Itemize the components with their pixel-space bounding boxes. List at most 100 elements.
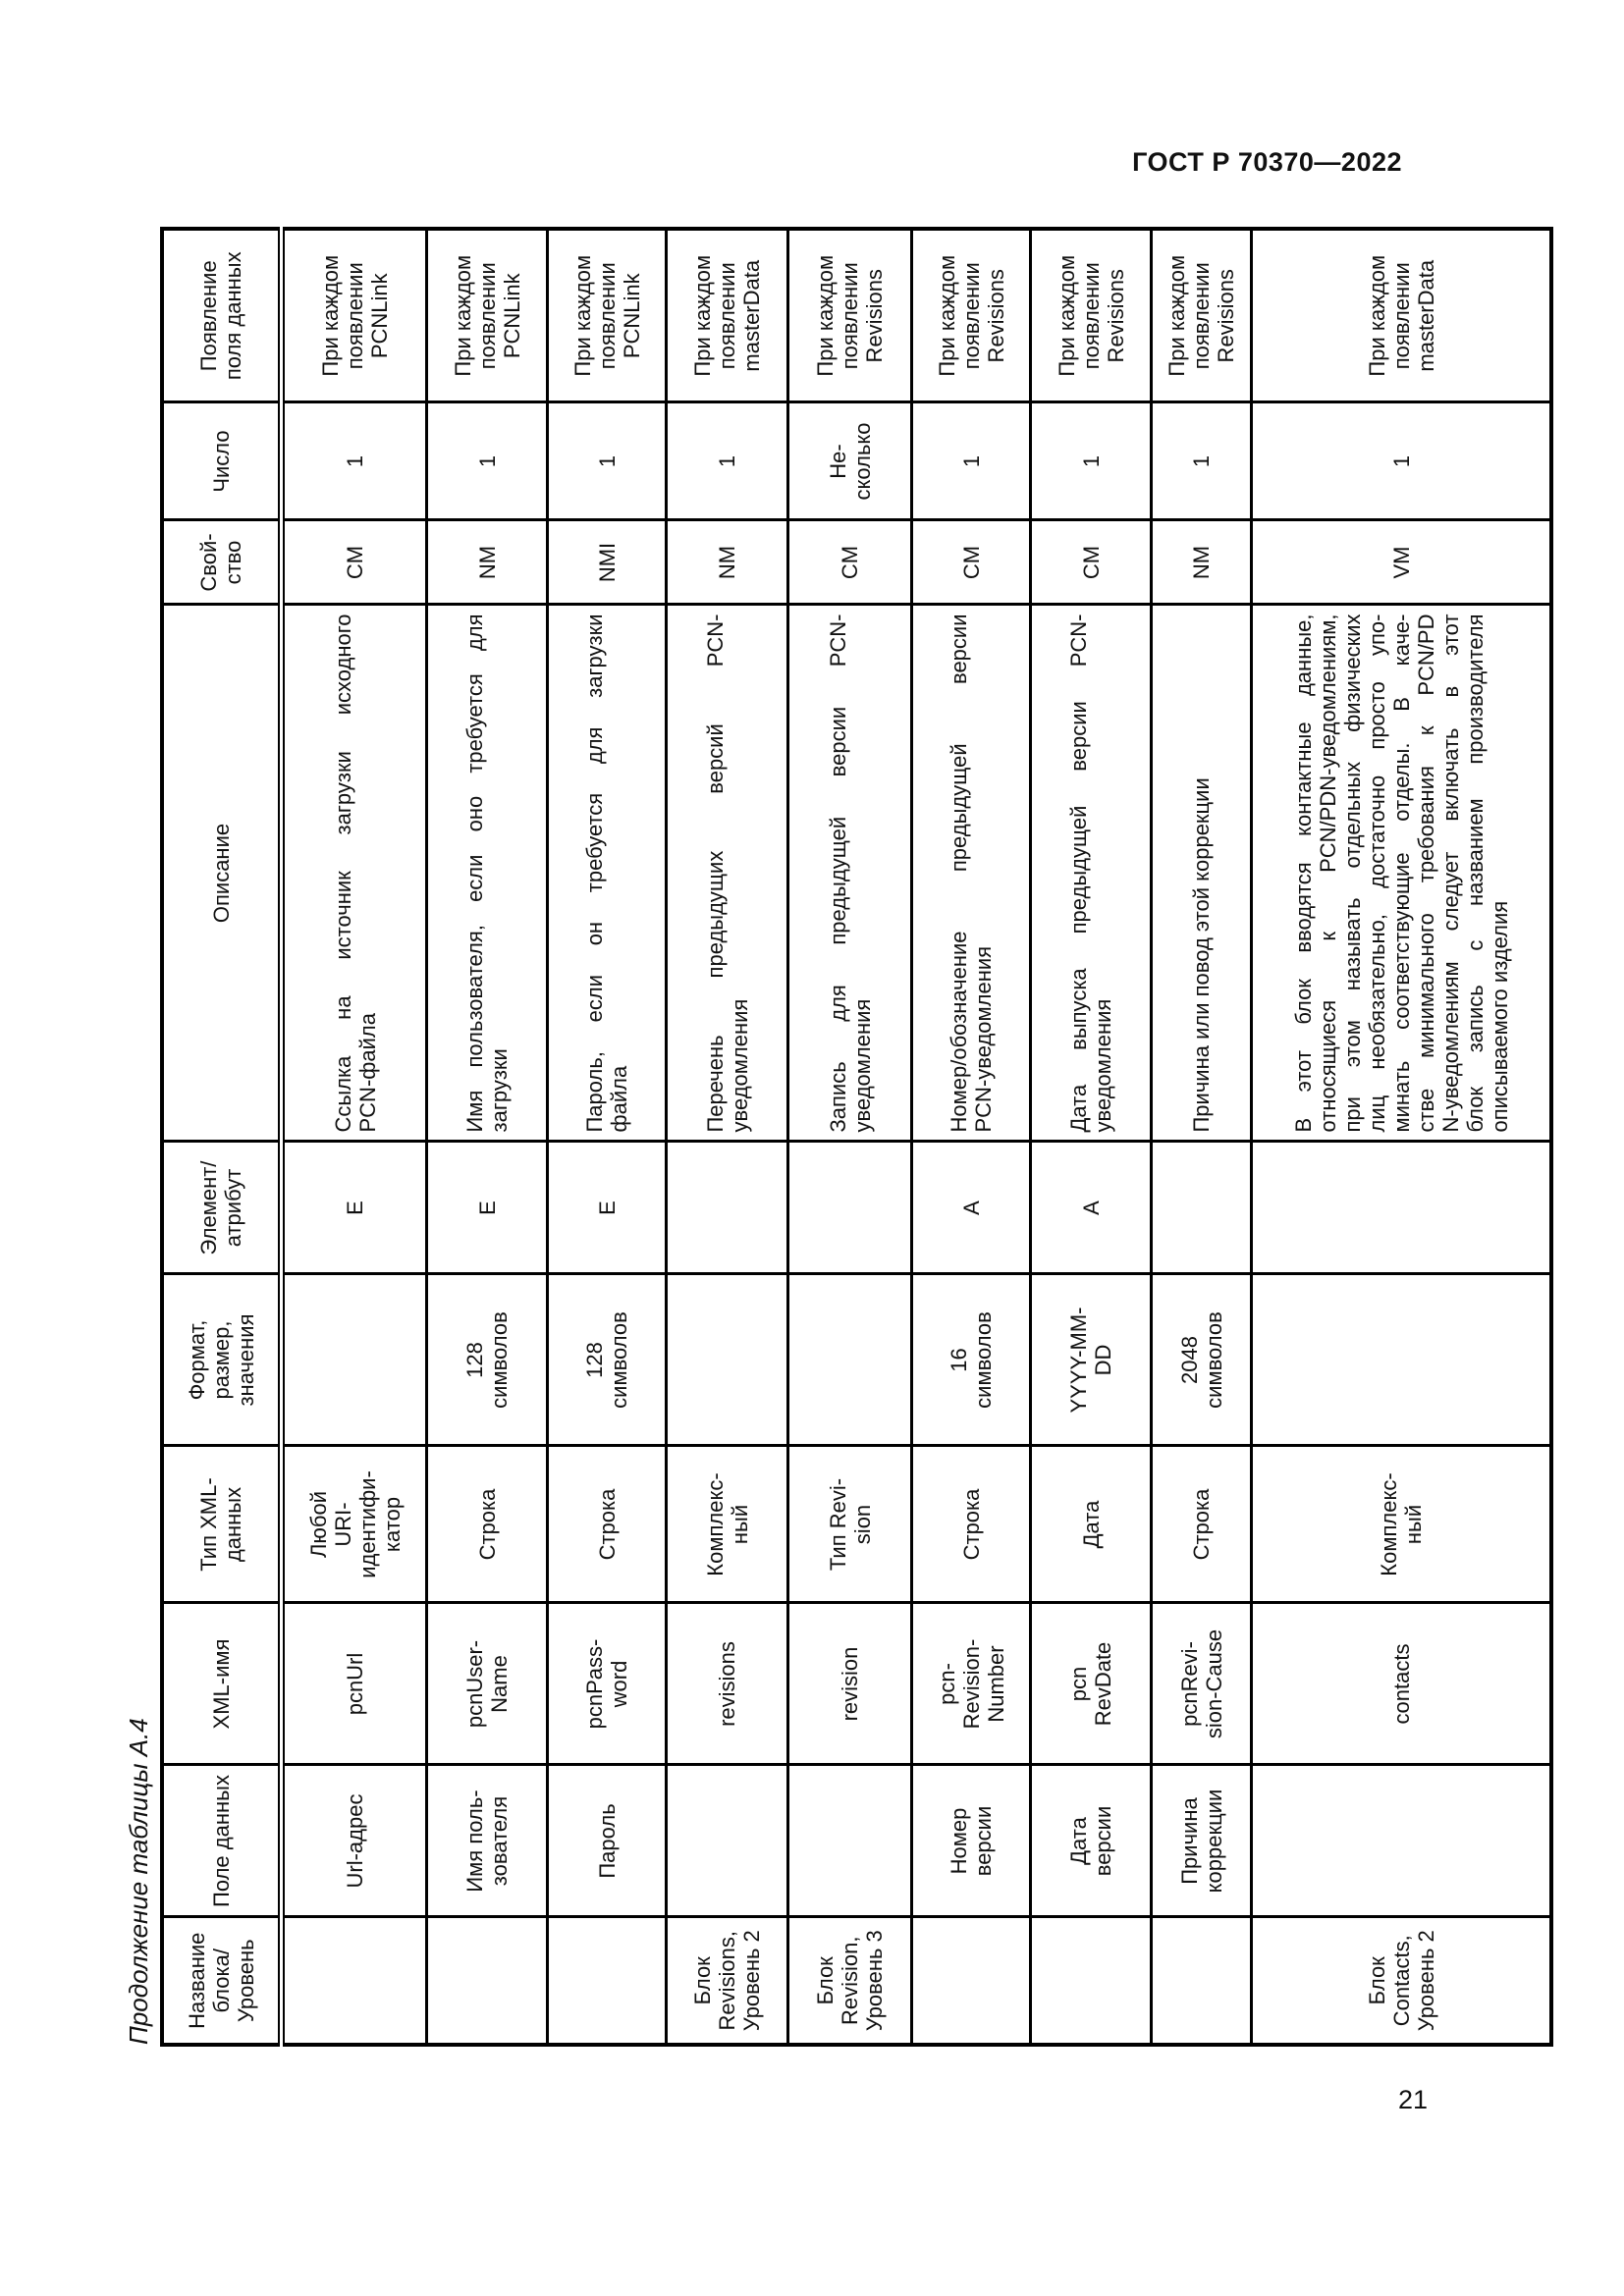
cell-occurrence: При каждом появлении Revisions	[1151, 229, 1252, 402]
description-line: N-уведомлениям следует включать в этот	[1437, 614, 1463, 1133]
cell-description: Перечень предыдущих версий PCN-уведомлен…	[666, 605, 788, 1142]
cell-format	[281, 1274, 427, 1446]
cell-elem	[1151, 1142, 1252, 1274]
cell-format: 16 символов	[911, 1274, 1031, 1446]
description-line: минать соответствующие отделы. В каче-	[1388, 614, 1414, 1133]
cell-elem: E	[426, 1142, 548, 1274]
cell-field: Номер версии	[911, 1765, 1031, 1917]
column-header-count: Число	[162, 402, 282, 520]
table-header-row: Название блока/ Уровень Поле данных XML-им…	[162, 229, 282, 2045]
cell-xml_type: Комплекс- ный	[1251, 1446, 1551, 1603]
table-row: Блок Revisions, Уровень 2 revisions Компле…	[666, 229, 788, 2045]
cell-elem	[1251, 1142, 1551, 1274]
cell-occurrence: При каждом появлении Revisions	[911, 229, 1031, 402]
cell-property: CM	[1030, 520, 1152, 605]
table-row: Блок Revision, Уровень 3 revision Тип Revi…	[787, 229, 912, 2045]
cell-count: 1	[426, 402, 548, 520]
cell-occurrence: При каждом появлении PCNLink	[426, 229, 548, 402]
cell-xml_type: Комплекс- ный	[666, 1446, 788, 1603]
cell-count: 1	[1251, 402, 1551, 520]
cell-property: CM	[787, 520, 912, 605]
cell-format	[787, 1274, 912, 1446]
cell-description: Причина или повод этой коррекции	[1151, 605, 1252, 1142]
cell-property: CM	[281, 520, 427, 605]
cell-xml_name: pcnRevi- sion-Cause	[1151, 1603, 1252, 1765]
table-row: Имя поль- зователя pcnUser- Name Строка 128…	[426, 229, 548, 2045]
cell-property: CM	[911, 520, 1031, 605]
cell-elem	[787, 1142, 912, 1274]
cell-xml_name: pcnUrl	[281, 1603, 427, 1765]
column-header-field: Поле данных	[162, 1765, 282, 1917]
description-line: PCN-файла	[354, 1013, 380, 1133]
cell-count: 1	[1151, 402, 1252, 520]
cell-description: Дата выпуска предыдущей версии PCN-уведо…	[1030, 605, 1152, 1142]
cell-format: 128 символов	[426, 1274, 548, 1446]
cell-xml_name: contacts	[1251, 1603, 1551, 1765]
cell-field: Url-адрес	[281, 1765, 427, 1917]
table-header: Название блока/ Уровень Поле данных XML-им…	[162, 229, 282, 2045]
description-line: блок запись с названием производителя	[1462, 614, 1488, 1133]
cell-property: VM	[1251, 520, 1551, 605]
column-header-xml_name: XML-имя	[162, 1603, 282, 1765]
column-header-block: Название блока/ Уровень	[162, 1917, 282, 2045]
cell-description: Ссылка на источник загрузки исходного PCN…	[281, 605, 427, 1142]
column-header-xml_type: Тип XML- данных	[162, 1446, 282, 1603]
cell-elem: E	[547, 1142, 667, 1274]
cell-xml_type: Строка	[547, 1446, 667, 1603]
description-line: Номер/обозначение предыдущей версии	[947, 614, 971, 1133]
cell-property: NM	[1151, 520, 1252, 605]
table-row: Номер версии pcn- Revision- Number Строка 1…	[911, 229, 1031, 2045]
column-header-property: Свой- ство	[162, 520, 282, 605]
description-line: описываемого изделия	[1487, 900, 1512, 1133]
cell-block: Блок Revision, Уровень 3	[787, 1917, 912, 2045]
cell-count: 1	[911, 402, 1031, 520]
cell-xml_type: Строка	[911, 1446, 1031, 1603]
cell-elem	[666, 1142, 788, 1274]
description-line: уведомления	[1091, 998, 1115, 1133]
cell-format: YYYY-MM- DD	[1030, 1274, 1152, 1446]
description-line: Перечень предыдущих версий PCN-	[702, 614, 728, 1133]
cell-description: Имя пользователя, если оно требуется для…	[426, 605, 548, 1142]
cell-block	[426, 1917, 548, 2045]
cell-format: 2048 символов	[1151, 1274, 1252, 1446]
table-row: Причина коррекции pcnRevi- sion-Cause Стро…	[1151, 229, 1252, 2045]
column-header-format: Формат, размер, значения	[162, 1274, 282, 1446]
landscape-content: Продолжение таблицы А.4 Название блока/ …	[105, 227, 1553, 2047]
cell-count: 1	[547, 402, 667, 520]
cell-block: Блок Revisions, Уровень 2	[666, 1917, 788, 2045]
description-line: уведомления	[727, 998, 752, 1133]
cell-occurrence: При каждом появлении Revisions	[1030, 229, 1152, 402]
cell-description: Запись для предыдущей версии PCN-уведомл…	[787, 605, 912, 1142]
description-line: лиц необязательно, достаточно просто упо…	[1364, 614, 1389, 1133]
cell-count: 1	[281, 402, 427, 520]
table-row: Url-адрес pcnUrl Любой URI- идентифи- като…	[281, 229, 427, 2045]
description-line: Пароль, если он требуется для загрузки	[582, 614, 607, 1133]
cell-block	[1151, 1917, 1252, 2045]
description-line: при этом называть отдельных физических	[1339, 614, 1365, 1133]
table-caption: Продолжение таблицы А.4	[124, 1718, 153, 2045]
table-row: Блок Contacts, Уровень 2 contacts Комплекс…	[1251, 229, 1551, 2045]
cell-property: NM	[426, 520, 548, 605]
cell-block	[1030, 1917, 1152, 2045]
cell-xml_type: Строка	[426, 1446, 548, 1603]
description-line: Запись для предыдущей версии PCN-	[825, 614, 850, 1133]
cell-block	[281, 1917, 427, 2045]
cell-elem: A	[1030, 1142, 1152, 1274]
cell-elem: A	[911, 1142, 1031, 1274]
cell-format: 128 символов	[547, 1274, 667, 1446]
cell-xml_name: pcn- Revision- Number	[911, 1603, 1031, 1765]
rotated-table-area: Продолжение таблицы А.4 Название блока/ …	[105, 227, 1553, 2047]
cell-occurrence: При каждом появлении masterData	[1251, 229, 1551, 402]
cell-description: В этот блок вводятся контактные данные, о…	[1251, 605, 1551, 1142]
cell-xml_type: Строка	[1151, 1446, 1252, 1603]
description-line: Причина или повод этой коррекции	[1189, 777, 1214, 1133]
cell-xml_type: Дата	[1030, 1446, 1152, 1603]
cell-format	[666, 1274, 788, 1446]
description-line: загрузки	[487, 1048, 512, 1133]
cell-field: Дата версии	[1030, 1765, 1152, 1917]
cell-elem: E	[281, 1142, 427, 1274]
description-line: Ссылка на источник загрузки исходного	[330, 614, 355, 1133]
cell-xml_name: pcn RevDate	[1030, 1603, 1152, 1765]
cell-field: Имя поль- зователя	[426, 1765, 548, 1917]
main-table: Название блока/ Уровень Поле данных XML-им…	[160, 227, 1553, 2047]
